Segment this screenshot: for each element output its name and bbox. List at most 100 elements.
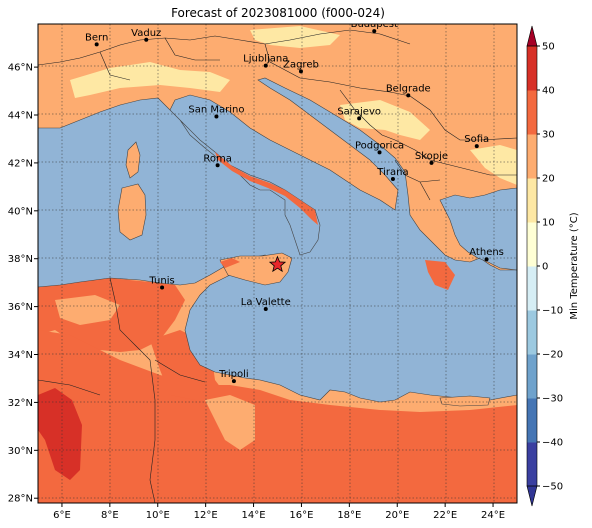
tunisia-cool-patch (55, 295, 120, 325)
colorbar-label: Min Temperature (°C) (569, 212, 580, 319)
star-icon[interactable] (268, 255, 287, 273)
crete (439, 395, 491, 407)
balkans-cool-patch (340, 100, 430, 140)
city-dot[interactable] (160, 285, 165, 290)
lon-tick-label: 22°E (433, 510, 457, 521)
lon-tick-label: 12°E (194, 510, 218, 521)
colorbar-tick-label: −10 (542, 306, 563, 317)
country-borders (38, 29, 517, 503)
city-dot[interactable] (231, 379, 236, 384)
lat-tick-label: 32°N (8, 398, 33, 409)
colorbar-tick-label: 50 (542, 42, 555, 53)
colorbar-segment (527, 310, 537, 355)
city-label: La Valette (241, 297, 291, 308)
greece-hot (425, 260, 455, 290)
colorbar-top-arrow (526, 25, 538, 47)
colorbar-tick-label: 10 (542, 218, 555, 229)
lat-tick-label: 34°N (8, 350, 33, 361)
lat-tick-label: 42°N (8, 158, 33, 169)
lon-tick-label: 6°E (53, 510, 71, 521)
lon-tick-label: 10°E (146, 510, 170, 521)
city-dot[interactable] (406, 93, 411, 98)
lat-tick-label: 36°N (8, 302, 33, 313)
africa-lighter-patch (205, 395, 255, 450)
city-label: Roma (203, 153, 232, 164)
lat-tick-label: 40°N (8, 206, 33, 217)
city-dot[interactable] (215, 163, 220, 168)
colorbar-segment (527, 266, 537, 311)
lat-tick-label: 38°N (8, 254, 33, 265)
city-dot[interactable] (377, 150, 382, 155)
city-dot[interactable] (298, 69, 303, 74)
city-label: Tripoli (218, 369, 249, 380)
colorbar-segment (527, 178, 537, 223)
sicily-hot-rim (220, 258, 240, 268)
city-label: Bern (85, 32, 108, 43)
city-dot[interactable] (94, 42, 99, 47)
map-frame (37, 23, 518, 504)
colorbar-tick-label: −30 (542, 394, 563, 405)
sardinia (117, 183, 147, 241)
colorbar: 50 40 30 20 10 0 −10 −20 −30 −40 −50 Min Temperatur… (526, 25, 580, 507)
lon-axis: 6°E 8°E 10°E 12°E 14°E 16°E 18°E 20°E 22°E 24°E (53, 503, 505, 521)
city-label: Ljubljana (243, 54, 288, 65)
city-dot[interactable] (390, 176, 395, 181)
city-dot[interactable] (372, 29, 377, 34)
city-label: Belgrade (386, 83, 431, 94)
city-label: Vaduz (131, 28, 161, 39)
city-label: Athens (469, 247, 504, 258)
colorbar-tick-label: −40 (542, 438, 563, 449)
colorbar-tick-label: 30 (542, 130, 555, 141)
city-dot[interactable] (214, 114, 219, 119)
map-title: Forecast of 2023081000 (f000-024) (171, 6, 385, 20)
lat-tick-label: 28°N (8, 494, 33, 505)
lon-tick-label: 20°E (385, 510, 409, 521)
colorbar-segment (527, 134, 537, 179)
colorbar-segment (527, 398, 537, 443)
city-dot[interactable] (263, 307, 268, 312)
graticule (38, 24, 517, 503)
city-label: Tunis (148, 275, 174, 286)
city-dot[interactable] (429, 160, 434, 165)
city-dot[interactable] (357, 116, 362, 121)
lon-tick-label: 18°E (337, 510, 361, 521)
lat-tick-label: 30°N (8, 446, 33, 457)
lon-tick-label: 24°E (481, 510, 505, 521)
city-label: Sofia (464, 134, 489, 145)
africa-hottest (38, 388, 82, 480)
city-dot[interactable] (144, 37, 149, 42)
colorbar-segment (527, 90, 537, 135)
lon-tick-label: 14°E (242, 510, 266, 521)
city-label: Zagreb (283, 59, 319, 70)
corsica (125, 141, 141, 179)
city-dot[interactable] (484, 257, 489, 262)
colorbar-segment (527, 222, 537, 267)
city-label: Podgorica (355, 140, 404, 151)
lon-tick-label: 8°E (101, 510, 119, 521)
colorbar-tick-label: 0 (542, 262, 548, 273)
colorbar-tick-label: 20 (542, 174, 555, 185)
colorbar-tick-label: 40 (542, 86, 555, 97)
city-dot[interactable] (263, 63, 268, 68)
colorbar-segment (527, 354, 537, 399)
city-label: Skopje (415, 151, 448, 162)
city-label: Sarajevo (337, 106, 381, 117)
colorbar-segment (527, 46, 537, 91)
africa-south-hot (38, 330, 517, 503)
colorbar-tick-label: −50 (542, 482, 563, 493)
colorbar-bottom-arrow (526, 485, 538, 507)
colorbar-tick-label: −20 (542, 350, 563, 361)
lat-axis: 28°N 30°N 32°N 34°N 36°N 38°N 40°N 42°N 44°N 46°N (8, 63, 38, 505)
lat-tick-label: 44°N (8, 111, 33, 122)
lat-tick-label: 46°N (8, 63, 33, 74)
city-dot[interactable] (474, 144, 479, 149)
city-label: Budapest (351, 19, 398, 30)
lon-tick-label: 16°E (289, 510, 313, 521)
colorbar-segment (527, 442, 537, 487)
city-label: Tirana (376, 167, 408, 178)
city-label: San Marino (188, 104, 244, 115)
aegean-sea (439, 187, 517, 271)
